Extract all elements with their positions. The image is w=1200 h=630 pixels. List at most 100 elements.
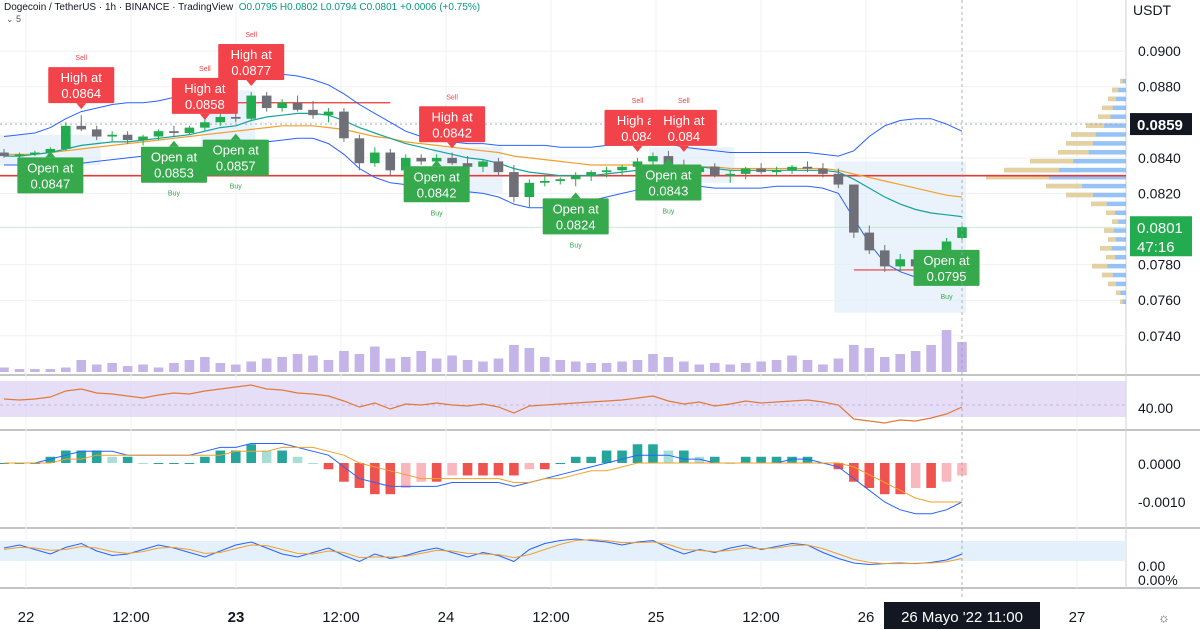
time-tick-label: 12:00 [322, 609, 360, 626]
macd-histogram-bar [323, 463, 334, 470]
signal-label-text: High at [663, 113, 705, 128]
candle-body [570, 175, 581, 180]
candle-body [385, 152, 396, 171]
signal-label-text: Open at [923, 253, 970, 268]
volume-profile-bar [1004, 167, 1126, 173]
macd-histogram-bar [339, 463, 349, 482]
macd-histogram-bar [308, 463, 318, 464]
interval-label[interactable]: 1h [104, 2, 117, 13]
volume-bar [586, 363, 596, 372]
volume-bar [694, 364, 705, 372]
volume-bar [323, 360, 334, 372]
volume-profile-bar-segment [1030, 158, 1074, 164]
volume-bar [555, 360, 566, 372]
candle-body [524, 182, 535, 198]
macd-histogram-bar [941, 463, 952, 482]
candle-body [30, 152, 40, 155]
candle-body [308, 109, 318, 116]
macd-histogram-bar [462, 463, 473, 476]
volume-bar [277, 357, 287, 372]
candle-body [648, 156, 658, 162]
macd-histogram-bar [246, 444, 257, 463]
volume-profile-bar [1116, 290, 1126, 296]
macd-histogram-bar [540, 463, 550, 470]
macd-histogram-bar [601, 450, 612, 463]
exchange-label: BINANCE [125, 2, 170, 13]
signal-tag-buy: Buy [662, 209, 675, 216]
signal-label-box [419, 106, 486, 143]
volume-bar [431, 358, 442, 372]
signal-label-text: Open at [645, 168, 692, 183]
volume-bar [370, 346, 380, 372]
signal-tag-buy: Buy [431, 210, 444, 217]
volume-bar [61, 367, 71, 372]
volume-bar [169, 363, 179, 372]
macd-histogram-bar [802, 456, 813, 463]
macd-histogram-bar [370, 463, 380, 495]
indicator-toggle[interactable]: ⌄ 5 [6, 14, 22, 24]
volume-profile-bar [1106, 210, 1126, 216]
macd-histogram-bar [910, 463, 921, 488]
volume-bar [230, 364, 241, 372]
bollinger-upper-line [3, 73, 963, 157]
rsi-line [3, 384, 963, 424]
last-price-marker-box [1130, 216, 1192, 257]
candle-body [122, 134, 133, 141]
volume-profile-bar-segment [1066, 141, 1093, 146]
candle-body [709, 166, 720, 176]
volume-bar [926, 345, 936, 372]
signal-label-box [635, 164, 702, 201]
settings-icon[interactable]: ☼ [1158, 610, 1170, 625]
signal-label-box [542, 198, 609, 235]
symbol-header[interactable]: Dogecoin / TetherUS · 1h · BINANCE · Tra… [4, 2, 481, 13]
symbol-name[interactable]: Dogecoin / TetherUS [4, 2, 97, 13]
volume-bar [663, 357, 674, 372]
volume-bar [725, 364, 736, 372]
indicator-count: 5 [16, 14, 22, 24]
volume-profile-bar-segment [1071, 132, 1096, 137]
last-price-marker-label: 0.0801 [1137, 220, 1183, 237]
volume-profile-bar-segment [1106, 254, 1115, 260]
macd-histogram-bar [555, 463, 566, 464]
signal-label-box [218, 44, 285, 81]
macd-histogram-bar [292, 456, 303, 463]
volume-profile-bar-segment [1086, 123, 1104, 128]
macd-histogram-bar [586, 456, 596, 463]
macd-histogram-bar [230, 450, 241, 463]
volume-profile-bar [1106, 254, 1126, 260]
candle-body [200, 122, 210, 128]
candle-body [957, 227, 967, 238]
volume-profile-bar-segment [1116, 290, 1121, 296]
time-tick-label: 24 [438, 609, 455, 626]
volume-bar [91, 364, 102, 372]
signal-label-value: 0.0857 [216, 159, 256, 174]
volume-bar [447, 355, 457, 372]
candle-body [586, 172, 596, 176]
macd-histogram-bar [756, 456, 766, 463]
volume-bar [524, 348, 535, 372]
time-tick-label: 12:00 [742, 609, 780, 626]
volume-profile-bar-segment [1120, 299, 1123, 304]
candle-body [339, 111, 349, 139]
macd-signal-line [4, 446, 962, 503]
macd-histogram-bar [833, 463, 844, 470]
volume-bar [76, 360, 87, 372]
volume-bar [416, 351, 426, 372]
time-tick-label: 27 [1069, 609, 1086, 626]
volume-bar [833, 358, 844, 372]
macd-histogram-bar [122, 456, 133, 463]
signal-label-text: Open at [553, 201, 600, 216]
volume-bar [879, 357, 890, 372]
candle-body [261, 95, 272, 109]
volume-profile-bar [1092, 263, 1126, 269]
macd-histogram-bar [200, 456, 210, 463]
candle-body [230, 116, 241, 119]
volume-bar [632, 360, 643, 372]
volume-bar [354, 354, 365, 372]
candle-body [45, 148, 56, 153]
signal-label-value: 0.0847 [30, 176, 70, 191]
volume-profile-bar [1098, 114, 1126, 119]
signal-label-buy: Open at0.0824 Buy [542, 192, 609, 249]
high-price-marker-box [1130, 113, 1192, 136]
